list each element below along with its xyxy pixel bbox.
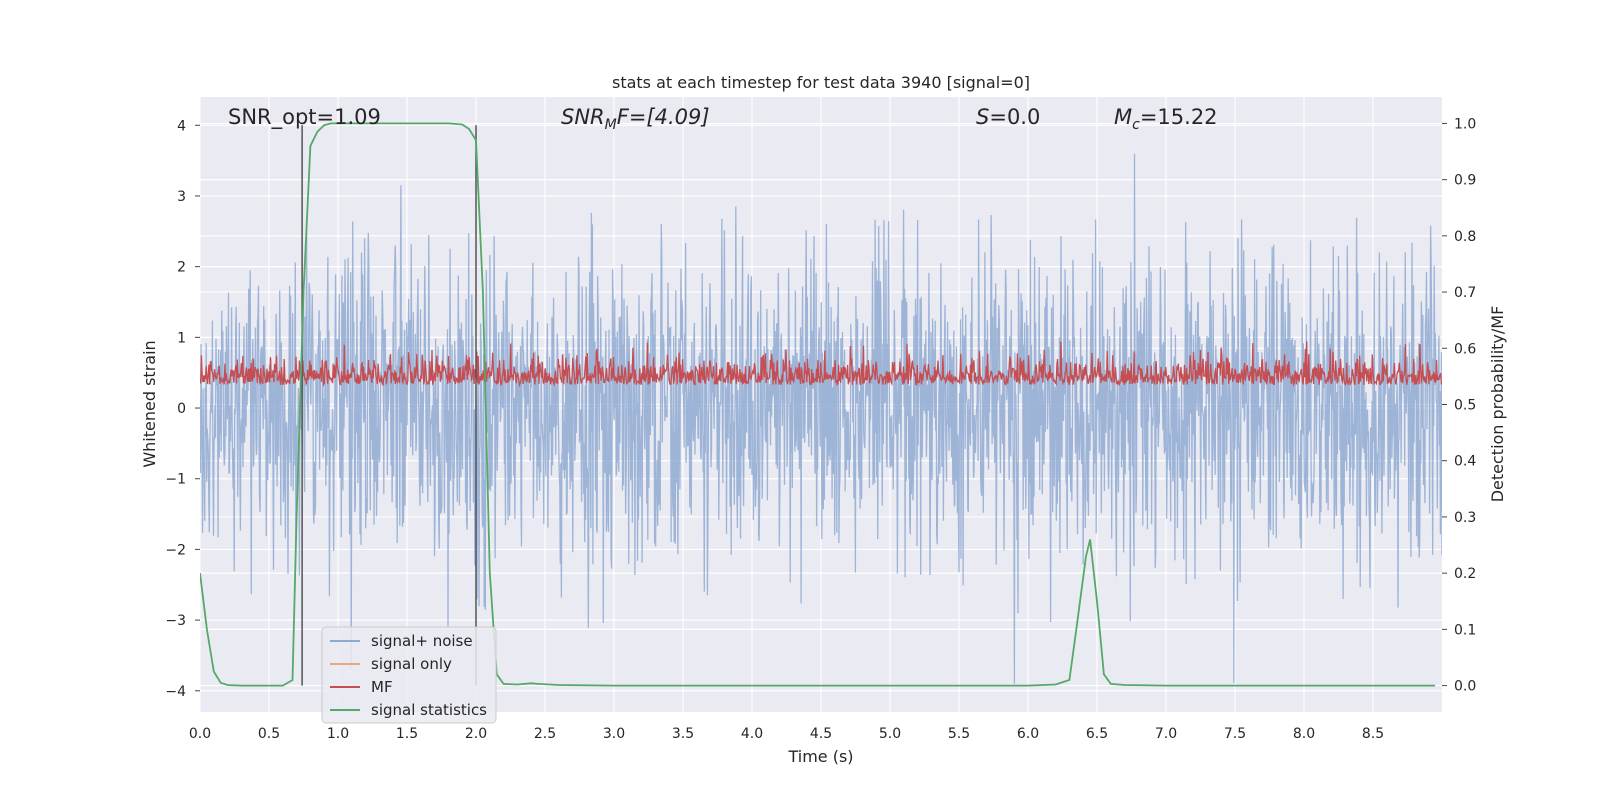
left-y-tick-labels: 4 3 2 1 0 −1 −2 −3 −4: [165, 118, 186, 700]
x-tick-label: 7.0: [1155, 726, 1177, 742]
right-y-tick-label: 1.0: [1454, 116, 1476, 132]
legend-label-signal-only: signal only: [371, 655, 452, 673]
legend-label-signal-noise: signal+ noise: [371, 632, 473, 650]
right-y-axis-label: Detection probability/MF: [1488, 306, 1507, 503]
x-tick-label: 5.5: [948, 726, 970, 742]
x-tick-label: 5.0: [879, 726, 901, 742]
legend-label-mf: MF: [371, 678, 393, 696]
left-y-tick-label: 1: [177, 330, 186, 346]
snr-mf-annotation: SNRMF=[4.09]: [561, 105, 710, 133]
snr-opt-annotation: SNR_opt=1.09: [228, 105, 381, 130]
left-y-tick-label: 4: [177, 118, 186, 134]
legend-box: [321, 626, 497, 724]
x-tick-labels: 0.0 0.5 1.0 1.5 2.0 2.5 3.0 3.5 4.0 4.5 5.0 5.5 6.0 6…: [189, 726, 1384, 742]
x-tick-label: 3.5: [672, 726, 694, 742]
x-tick-label: 3.0: [603, 726, 625, 742]
x-tick-label: 8.0: [1293, 726, 1315, 742]
x-tick-label: 1.5: [396, 726, 418, 742]
x-tick-label: 6.0: [1017, 726, 1039, 742]
x-tick-label: 4.5: [810, 726, 832, 742]
right-y-tick-label: 0.9: [1454, 173, 1476, 189]
x-tick-label: 7.5: [1224, 726, 1246, 742]
right-y-tick-label: 0.4: [1454, 454, 1476, 470]
chart-title: stats at each timestep for test data 394…: [612, 73, 1030, 92]
right-y-tick-label: 0.1: [1454, 622, 1476, 638]
right-y-tick-label: 0.8: [1454, 229, 1476, 245]
legend-label-signal-statistics: signal statistics: [371, 701, 487, 719]
x-tick-label: 4.0: [741, 726, 763, 742]
x-tick-label: 6.5: [1086, 726, 1108, 742]
left-y-tick-label: −4: [165, 684, 186, 700]
right-y-tick-label: 0.7: [1454, 285, 1476, 301]
left-y-tick-label: −3: [165, 613, 186, 629]
left-y-tick-label: 3: [177, 189, 186, 205]
x-tick-label: 2.5: [534, 726, 556, 742]
left-y-tick-label: −2: [165, 542, 186, 558]
plot-area: [200, 122, 1442, 687]
mc-annotation: Mc=15.22: [1114, 105, 1218, 133]
right-y-tick-label: 0.2: [1454, 566, 1476, 582]
left-y-tick-label: 2: [177, 260, 186, 276]
x-tick-label: 0.5: [258, 726, 280, 742]
signal-statistics-line: [200, 122, 1436, 687]
left-y-axis-label: Whitened strain: [140, 340, 159, 467]
right-y-tick-label: 0.3: [1454, 510, 1476, 526]
legend: signal+ noise signal only MF signal stat…: [321, 626, 497, 724]
x-tick-label: 0.0: [189, 726, 211, 742]
left-y-tick-label: 0: [177, 401, 186, 417]
mf-line: [200, 341, 1442, 388]
x-tick-label: 8.5: [1362, 726, 1384, 742]
s-annotation: S=0.0: [976, 105, 1040, 129]
signal-noise-line: [200, 153, 1442, 684]
x-tick-label: 1.0: [327, 726, 349, 742]
right-y-tick-labels: 1.0 0.9 0.8 0.7 0.6 0.5 0.4 0.3 0.2 0.1 0.0: [1454, 116, 1476, 694]
right-y-tick-label: 0.0: [1454, 679, 1476, 695]
x-axis-label: Time (s): [787, 747, 853, 766]
x-tick-label: 2.0: [465, 726, 487, 742]
right-y-tick-label: 0.5: [1454, 398, 1476, 414]
right-y-tick-label: 0.6: [1454, 341, 1476, 357]
left-y-tick-label: −1: [165, 472, 186, 488]
